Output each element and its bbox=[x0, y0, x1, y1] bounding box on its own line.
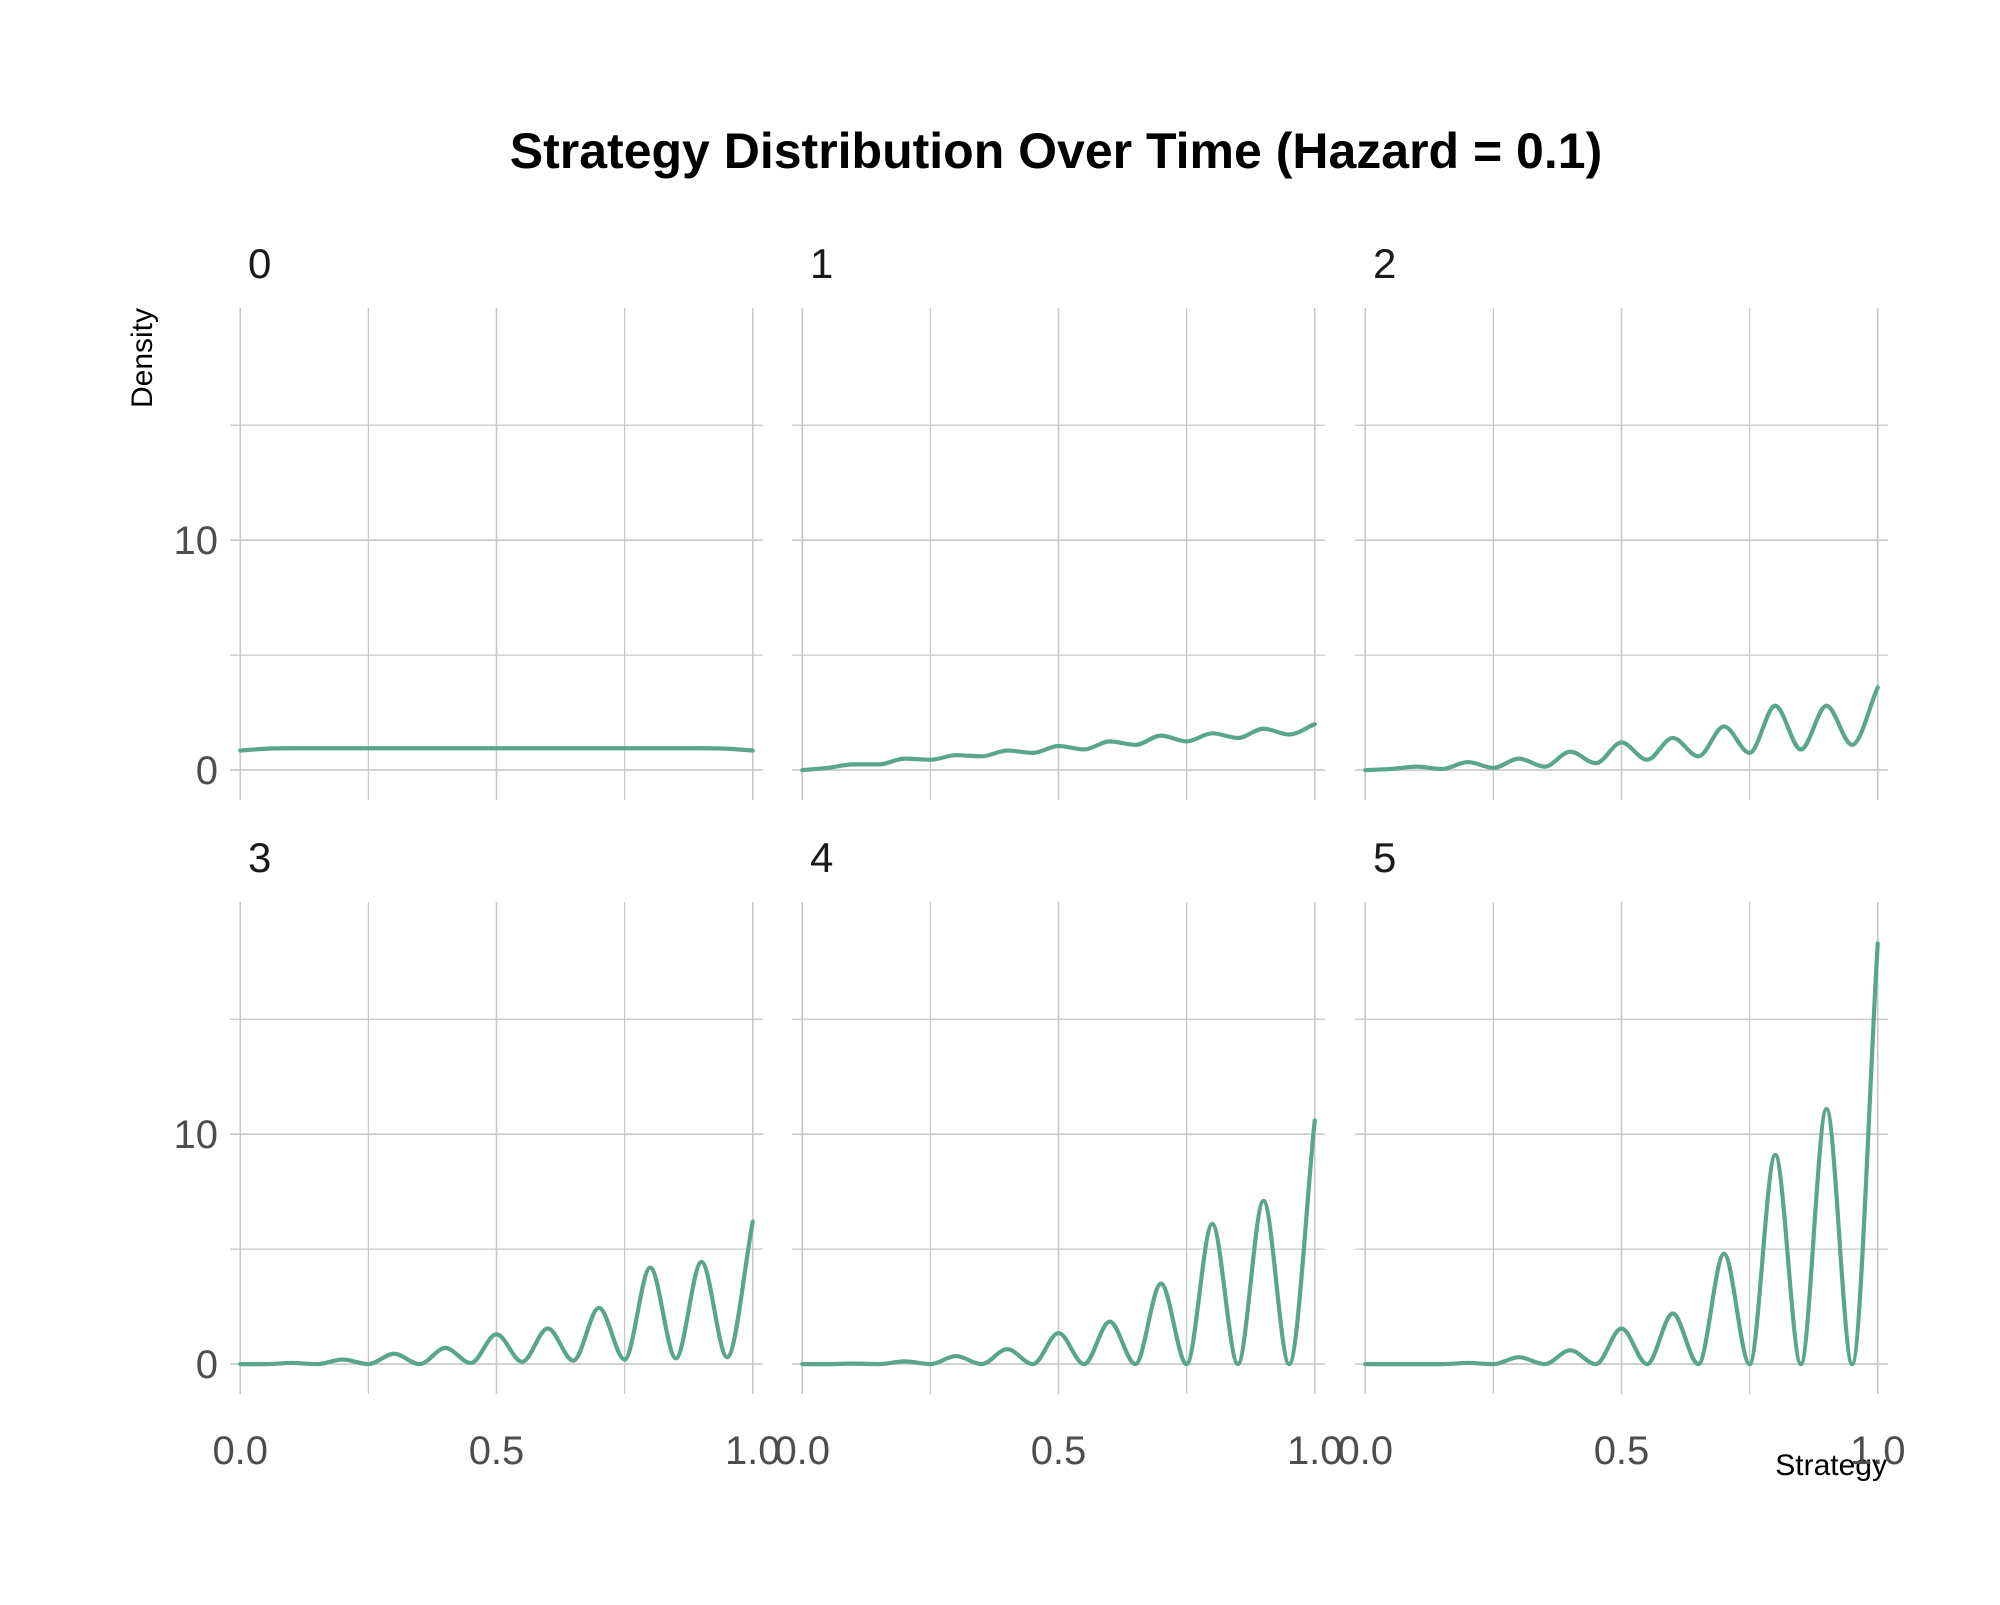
facet-label: 5 bbox=[1373, 834, 1396, 881]
density-line bbox=[1363, 685, 1880, 773]
facet-panel-3: 3 0 10 0.0 0.5 1.0 bbox=[174, 834, 781, 1473]
y-tick-label: 0 bbox=[196, 1343, 218, 1387]
x-tick-label: 1.0 bbox=[725, 1429, 781, 1473]
x-tick-label: 0.5 bbox=[469, 1429, 525, 1473]
x-tick-label: 0.0 bbox=[774, 1429, 830, 1473]
facet-panel-1: 1 bbox=[792, 240, 1325, 800]
y-tick-label: 0 bbox=[196, 749, 218, 793]
density-line bbox=[238, 1219, 755, 1367]
y-axis-title: Density bbox=[126, 308, 159, 408]
facet-label: 2 bbox=[1373, 240, 1396, 287]
y-tick-label: 10 bbox=[174, 1113, 219, 1157]
x-tick-label: 0.0 bbox=[212, 1429, 268, 1473]
x-tick-label: 0.5 bbox=[1594, 1429, 1650, 1473]
density-line bbox=[1363, 941, 1880, 1367]
density-line bbox=[238, 746, 755, 753]
chart-title: Strategy Distribution Over Time (Hazard … bbox=[510, 123, 1602, 179]
density-line bbox=[800, 1118, 1317, 1367]
facet-panel-2: 2 bbox=[1355, 240, 1888, 800]
x-tick-label: 1.0 bbox=[1287, 1429, 1343, 1473]
x-axis-title: Strategy bbox=[1775, 1449, 1887, 1482]
facet-panel-0: 0 0 10 bbox=[174, 240, 763, 800]
facet-panel-5: 5 0.0 0.5 1.0 bbox=[1337, 834, 1905, 1473]
x-tick-label: 0.5 bbox=[1031, 1429, 1087, 1473]
facet-label: 1 bbox=[810, 240, 833, 287]
facet-label: 3 bbox=[248, 834, 271, 881]
x-tick-label: 1.0 bbox=[1850, 1429, 1906, 1473]
facet-panel-4: 4 0.0 0.5 1.0 bbox=[774, 834, 1342, 1473]
facet-label: 4 bbox=[810, 834, 833, 881]
density-line bbox=[800, 722, 1317, 773]
y-tick-label: 10 bbox=[174, 519, 219, 563]
facet-label: 0 bbox=[248, 240, 271, 287]
x-tick-label: 0.0 bbox=[1337, 1429, 1393, 1473]
